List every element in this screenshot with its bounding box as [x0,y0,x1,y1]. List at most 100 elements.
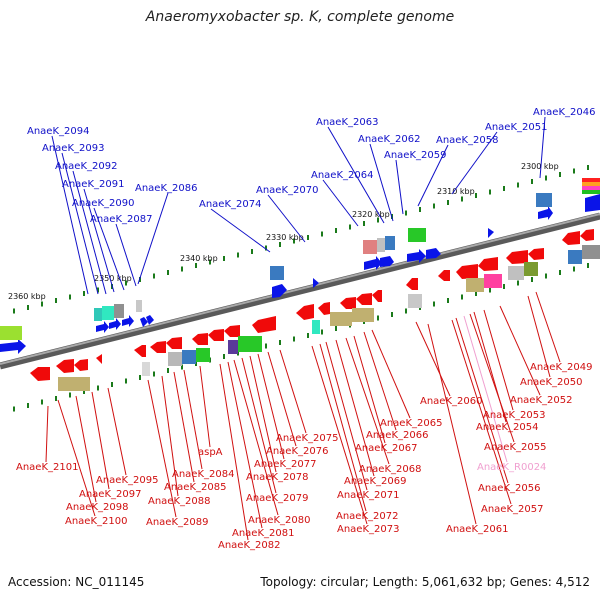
gene-box[interactable] [312,320,320,334]
gene-label[interactable]: AnaeK_2098 [66,502,128,513]
gene-arrow[interactable] [372,290,382,302]
gene-label[interactable]: AnaeK_2085 [164,482,226,493]
gene-label[interactable]: AnaeK_2072 [336,511,398,522]
gene-label[interactable]: AnaeK_2046 [533,107,595,118]
gene-label[interactable]: AnaeK_2078 [246,472,308,483]
gene-box[interactable] [136,300,142,312]
gene-label[interactable]: AnaeK_2049 [530,362,592,373]
gene-label[interactable]: AnaeK_2058 [436,135,498,146]
gene-label[interactable]: AnaeK_2050 [520,377,582,388]
gene-arrow[interactable] [380,256,394,267]
gene-box[interactable] [582,178,600,182]
gene-label[interactable]: AnaeK_2093 [42,143,104,154]
gene-box[interactable] [582,186,600,190]
gene-label[interactable]: AnaeK_2064 [311,170,373,181]
gene-label[interactable]: AnaeK_2060 [420,396,482,407]
gene-label[interactable]: AnaeK_2090 [72,198,134,209]
gene-label[interactable]: AnaeK_2100 [65,516,127,527]
gene-arrow[interactable] [96,321,109,333]
gene-arrow[interactable] [192,333,208,345]
gene-box[interactable] [58,377,90,391]
gene-arrow[interactable] [438,270,450,281]
gene-arrow[interactable] [296,304,314,320]
gene-arrow[interactable] [140,317,148,327]
gene-label[interactable]: AnaeK_2063 [316,117,378,128]
gene-label[interactable]: AnaeK_2077 [254,459,316,470]
gene-label[interactable]: AnaeK_2097 [79,489,141,500]
gene-arrow[interactable] [580,229,594,241]
gene-box[interactable] [385,236,395,250]
gene-box[interactable] [484,274,502,288]
gene-label[interactable]: AnaeK_2092 [55,161,117,172]
gene-arrow[interactable] [96,354,102,364]
gene-arrow[interactable] [122,315,134,327]
gene-box[interactable] [168,352,182,366]
gene-label[interactable]: AnaeK_2081 [232,528,294,539]
gene-label[interactable]: AnaeK_2051 [485,122,547,133]
gene-arrow[interactable] [528,248,544,260]
gene-box[interactable] [142,362,150,376]
gene-box[interactable] [238,336,262,352]
gene-label[interactable]: AnaeK_2094 [27,126,89,137]
gene-box[interactable] [182,350,196,364]
gene-box[interactable] [114,304,124,318]
gene-label[interactable]: AnaeK_2074 [199,199,261,210]
gene-arrow[interactable] [585,194,600,212]
gene-arrow[interactable] [478,257,498,271]
gene-box[interactable] [524,262,538,276]
gene-box[interactable] [102,306,114,320]
gene-arrow[interactable] [0,339,26,354]
gene-box[interactable] [508,266,524,280]
gene-arrow[interactable] [252,316,276,333]
gene-arrow[interactable] [146,315,154,325]
gene-arrow[interactable] [109,318,121,330]
gene-label[interactable]: AnaeK_2053 [483,410,545,421]
gene-label[interactable]: AnaeK_2088 [148,496,210,507]
gene-label[interactable]: AnaeK_2073 [337,524,399,535]
gene-label[interactable]: AnaeK_2067 [355,443,417,454]
gene-label[interactable]: AnaeK_2055 [484,442,546,453]
gene-box[interactable] [94,308,102,321]
gene-arrow[interactable] [74,359,88,371]
gene-box[interactable] [270,266,284,280]
gene-arrow[interactable] [166,337,182,349]
gene-label[interactable]: AnaeK_2054 [476,422,538,433]
gene-label[interactable]: AnaeK_2091 [62,179,124,190]
gene-label[interactable]: AnaeK_2075 [276,433,338,444]
gene-label[interactable]: AnaeK_2076 [266,446,328,457]
gene-label[interactable]: AnaeK_2089 [146,517,208,528]
gene-label[interactable]: AnaeK_2079 [246,493,308,504]
gene-box[interactable] [408,294,422,308]
gene-arrow[interactable] [313,278,319,288]
gene-label[interactable]: AnaeK_2084 [172,469,234,480]
gene-arrow[interactable] [562,231,580,245]
gene-box[interactable] [330,312,352,326]
gene-label[interactable]: AnaeK_2061 [446,524,508,535]
gene-label[interactable]: AnaeK_2056 [478,483,540,494]
gene-arrow[interactable] [538,206,553,220]
gene-box[interactable] [228,340,238,354]
gene-arrow[interactable] [134,345,146,357]
gene-label[interactable]: AnaeK_2071 [337,490,399,501]
gene-arrow[interactable] [406,278,418,290]
gene-label[interactable]: AnaeK_2082 [218,540,280,551]
gene-label[interactable]: aspA [198,447,223,458]
gene-arrow[interactable] [272,284,287,298]
gene-label[interactable]: AnaeK_R0024 [477,462,546,473]
gene-arrow[interactable] [364,256,382,270]
gene-label[interactable]: AnaeK_2070 [256,185,318,196]
gene-arrow[interactable] [340,297,356,309]
gene-arrow[interactable] [407,249,426,263]
gene-box[interactable] [568,250,582,264]
gene-label[interactable]: AnaeK_2086 [135,183,197,194]
gene-box[interactable] [0,326,22,340]
gene-label[interactable]: AnaeK_2057 [481,504,543,515]
gene-label[interactable]: AnaeK_2095 [96,475,158,486]
gene-label[interactable]: AnaeK_2059 [384,150,446,161]
gene-arrow[interactable] [208,329,224,341]
gene-arrow[interactable] [224,325,240,337]
gene-arrow[interactable] [488,228,494,238]
gene-arrow[interactable] [356,293,372,305]
gene-arrow[interactable] [30,367,50,381]
gene-arrow[interactable] [506,250,528,264]
